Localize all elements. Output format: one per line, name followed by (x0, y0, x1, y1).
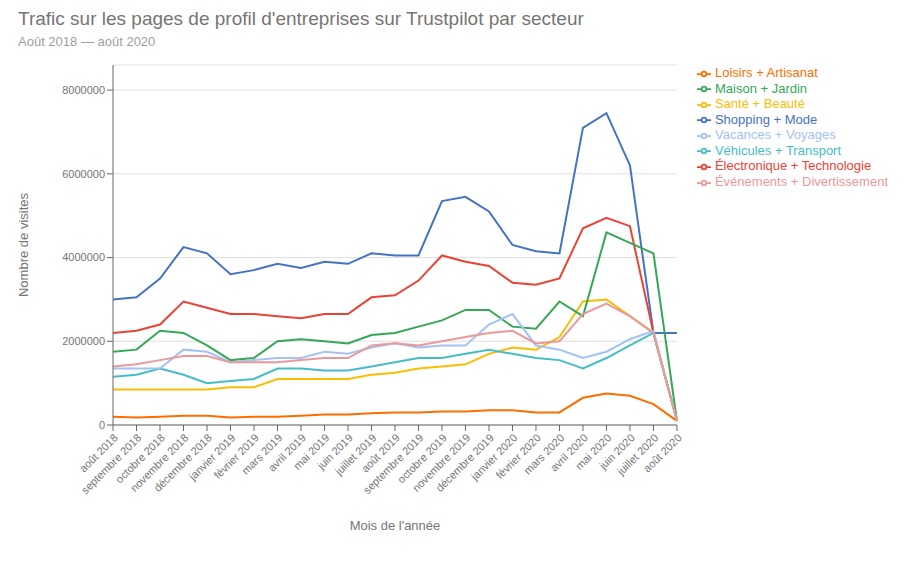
svg-text:avril 2019: avril 2019 (265, 431, 308, 474)
svg-text:avril 2020: avril 2020 (547, 431, 590, 474)
html-text:Maison + Jardin: Maison + Jardin (715, 80, 808, 96)
svg-text:juillet 2020: juillet 2020 (614, 431, 661, 478)
svg-text:2000000: 2000000 (62, 335, 105, 347)
html-text:Véhicules + Transport: Véhicules + Transport (715, 142, 842, 158)
svg-text:8000000: 8000000 (62, 84, 105, 96)
svg-text:janvier 2019: janvier 2019 (186, 431, 238, 483)
html-text:Événements + Divertissement: Événements + Divertissement (715, 173, 888, 189)
svg-text:août 2020: août 2020 (641, 431, 684, 474)
svg-text:mai 2019: mai 2019 (290, 431, 332, 472)
svg-text:Mois de l'année: Mois de l'année (350, 518, 441, 533)
svg-text:février 2020: février 2020 (493, 431, 543, 481)
svg-text:août 2018: août 2018 (76, 431, 120, 475)
svg-text:octobre 2018: octobre 2018 (113, 431, 167, 486)
svg-text:mars 2019: mars 2019 (239, 431, 285, 477)
svg-text:janvier 2020: janvier 2020 (468, 431, 520, 483)
html-text:Shopping + Mode: Shopping + Mode (715, 111, 818, 127)
html-text:Août 2018 — août 2020: Août 2018 — août 2020 (18, 34, 156, 49)
svg-text:juin 2020: juin 2020 (596, 431, 637, 472)
svg-text:décembre 2019: décembre 2019 (433, 431, 496, 494)
svg-text:juillet 2019: juillet 2019 (332, 431, 379, 478)
svg-text:6000000: 6000000 (62, 168, 105, 180)
svg-text:décembre 2018: décembre 2018 (151, 431, 214, 494)
svg-text:octobre 2019: octobre 2019 (395, 431, 449, 486)
svg-text:novembre 2019: novembre 2019 (409, 431, 473, 494)
svg-text:février 2019: février 2019 (211, 431, 261, 481)
svg-text:juin 2019: juin 2019 (314, 431, 355, 472)
svg-text:août 2019: août 2019 (358, 431, 402, 475)
svg-text:mars 2020: mars 2020 (521, 431, 567, 477)
svg-text:Nombre de visites: Nombre de visites (16, 192, 31, 297)
svg-text:mai 2020: mai 2020 (572, 431, 614, 472)
svg-text:septembre 2019: septembre 2019 (360, 431, 426, 497)
html-text:Loisirs + Artisanat: Loisirs + Artisanat (715, 65, 818, 80)
html-text:Vacances + Voyages: Vacances + Voyages (715, 127, 836, 143)
html-text:Santé + Beauté: Santé + Beauté (715, 96, 805, 112)
svg-text:4000000: 4000000 (62, 251, 105, 263)
html-text:Électronique + Technologie: Électronique + Technologie (715, 158, 872, 174)
html-text:Trafic sur les pages de profil: Trafic sur les pages de profil d'entrepr… (18, 8, 584, 29)
svg-text:0: 0 (99, 419, 105, 431)
svg-text:novembre 2018: novembre 2018 (127, 431, 191, 494)
svg-text:septembre 2018: septembre 2018 (78, 431, 144, 497)
